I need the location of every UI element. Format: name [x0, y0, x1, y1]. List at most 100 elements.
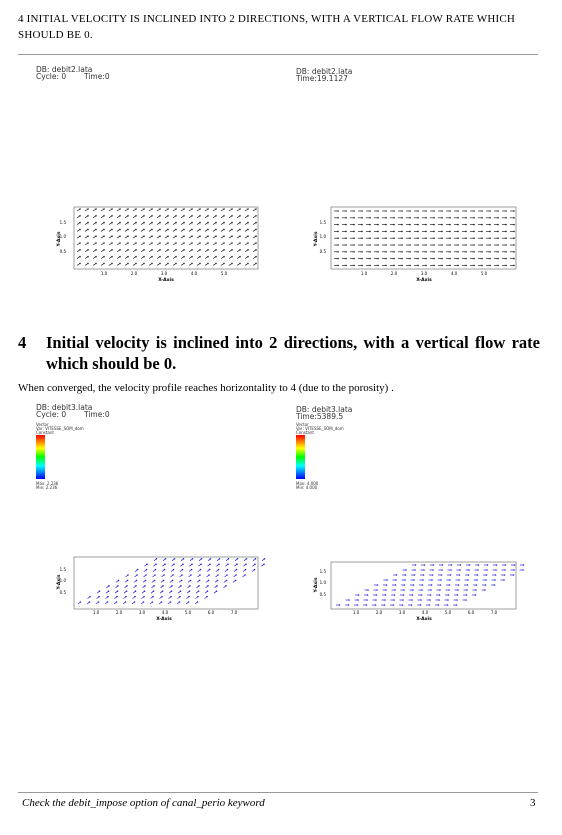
vector-arrowhead — [87, 228, 89, 231]
vector-arrowhead — [401, 257, 403, 260]
vector-arrowhead — [369, 230, 371, 233]
vector-arrowhead — [337, 257, 339, 260]
vector-arrowhead — [377, 223, 379, 226]
vector-arrowhead — [385, 264, 387, 267]
vector-arrowhead — [393, 210, 395, 212]
vector-arrowhead — [103, 235, 105, 237]
vector-arrowhead — [385, 223, 387, 226]
vector-arrowhead — [218, 563, 220, 565]
vector-arrowhead — [170, 595, 172, 598]
xtick: 1.0 — [353, 610, 360, 615]
vector-arrowhead — [401, 230, 403, 233]
vector-arrowhead — [171, 579, 174, 582]
vector-arrowhead — [191, 262, 193, 265]
legend-min: Min: 4.000 — [296, 485, 318, 490]
vector-arrowhead — [433, 217, 435, 219]
vector-arrowhead — [135, 242, 137, 244]
vector-arrowhead — [151, 215, 153, 217]
ytick: 1.0 — [320, 234, 327, 239]
vector-arrowhead — [393, 251, 395, 253]
vector-arrowhead — [357, 599, 359, 601]
vector-arrowhead — [207, 255, 209, 258]
vector-arrowhead — [216, 579, 219, 582]
vector-arrowhead — [413, 574, 416, 576]
vector-arrowhead — [239, 242, 241, 244]
vector-arrowhead — [448, 589, 450, 591]
vector-arrowhead — [489, 251, 491, 253]
vector-arrowhead — [433, 210, 435, 212]
vector-arrowhead — [439, 589, 441, 591]
vector-arrowhead — [207, 242, 209, 244]
vector-arrowhead — [489, 210, 491, 212]
vector-arrowhead — [414, 569, 416, 571]
vector-arrowhead — [111, 228, 113, 231]
vector-arrowhead — [337, 223, 339, 226]
vector-arrowhead — [489, 217, 491, 219]
vector-arrowhead — [468, 564, 471, 566]
ytick: 0.5 — [320, 249, 327, 254]
vector-arrowhead — [337, 230, 339, 233]
vector-arrowhead — [473, 230, 475, 233]
running-header: 4 INITIAL VELOCITY IS INCLINED INTO 2 DI… — [18, 13, 516, 41]
vector-arrowhead — [401, 251, 403, 253]
vector-arrowhead — [412, 589, 414, 591]
vector-arrowhead — [414, 564, 417, 566]
figure-debit2-initial: DB: debit2.lata Cycle: 0 Time:0 1.5 1.0 … — [36, 66, 266, 286]
vector-arrowhead — [191, 255, 193, 258]
vector-arrowhead — [385, 210, 387, 212]
vector-arrowhead — [151, 208, 153, 210]
vector-arrowhead — [215, 215, 217, 217]
vector-arrowhead — [254, 558, 257, 560]
vector-arrowhead — [107, 595, 109, 598]
vector-arrowhead — [215, 221, 217, 224]
section-title: Initial velocity is inclined into 2 dire… — [46, 333, 540, 373]
vector-arrowhead — [513, 210, 515, 212]
vector-arrowhead — [191, 221, 193, 224]
vector-arrowhead — [199, 235, 201, 237]
vector-arrowhead — [337, 264, 339, 267]
vector-arrowhead — [103, 208, 105, 210]
vector-arrowhead — [376, 584, 379, 586]
vector-arrowhead — [115, 601, 118, 603]
vector-arrowhead — [143, 215, 145, 217]
vector-arrowhead — [377, 230, 379, 233]
vector-arrowhead — [465, 237, 467, 239]
vector-arrowhead — [366, 599, 368, 601]
vector-arrowhead — [95, 215, 97, 217]
vector-arrowhead — [366, 594, 369, 596]
vector-arrowhead — [353, 244, 355, 246]
vector-arrowhead — [513, 569, 515, 571]
vector-arrowhead — [374, 604, 377, 606]
vector-arrowhead — [417, 264, 419, 267]
vector-arrowhead — [143, 235, 145, 237]
vector-arrowhead — [247, 242, 249, 244]
ytick: 1.0 — [60, 578, 67, 583]
vector-arrowhead — [255, 262, 257, 265]
vector-arrowhead — [337, 210, 339, 212]
vector-arrowhead — [245, 563, 247, 565]
vector-arrowhead — [207, 579, 210, 582]
vector-arrowhead — [127, 221, 129, 224]
legend-max: Max: 4.000 — [296, 481, 319, 486]
vector-arrowhead — [495, 564, 498, 566]
vector-arrowhead — [79, 242, 81, 244]
vector-arrowhead — [175, 221, 177, 224]
vector-arrowhead — [135, 235, 137, 237]
vector-arrowhead — [473, 237, 475, 239]
vector-arrowhead — [179, 595, 181, 598]
vector-arrowhead — [206, 595, 208, 598]
vector-arrowhead — [226, 574, 228, 576]
vector-arrowhead — [385, 217, 387, 219]
vector-arrowhead — [199, 568, 202, 571]
vector-arrowhead — [175, 255, 177, 258]
vector-arrowhead — [119, 215, 121, 217]
vector-arrowhead — [255, 235, 257, 237]
y-axis-label: Y-Axis — [56, 574, 62, 590]
vector-arrowhead — [143, 242, 145, 244]
vector-arrowhead — [441, 257, 443, 260]
vector-arrowhead — [345, 264, 347, 267]
vector-arrowhead — [200, 563, 202, 565]
vector-arrowhead — [159, 208, 161, 210]
vector-arrowhead — [125, 590, 128, 592]
vector-arrowhead — [247, 208, 249, 210]
